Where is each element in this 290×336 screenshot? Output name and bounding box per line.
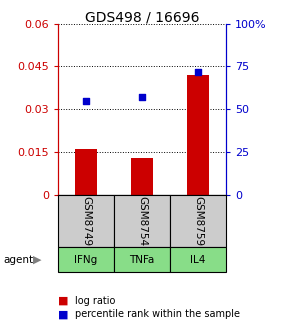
Text: IL4: IL4 — [191, 255, 206, 264]
Text: IFNg: IFNg — [75, 255, 98, 264]
Point — [196, 69, 200, 74]
Point — [140, 94, 144, 100]
Text: agent: agent — [3, 255, 33, 264]
Bar — [75, 149, 97, 195]
Text: TNFa: TNFa — [129, 255, 155, 264]
Text: GSM8754: GSM8754 — [137, 196, 147, 246]
Text: GSM8759: GSM8759 — [193, 196, 203, 246]
Bar — [187, 75, 209, 195]
Text: ■: ■ — [58, 309, 68, 319]
Bar — [131, 158, 153, 195]
Point — [84, 98, 88, 103]
Text: GDS498 / 16696: GDS498 / 16696 — [85, 10, 199, 24]
Text: GSM8749: GSM8749 — [81, 196, 91, 246]
Text: log ratio: log ratio — [75, 296, 116, 306]
Text: ▶: ▶ — [33, 255, 42, 264]
Text: percentile rank within the sample: percentile rank within the sample — [75, 309, 240, 319]
Text: ■: ■ — [58, 296, 68, 306]
